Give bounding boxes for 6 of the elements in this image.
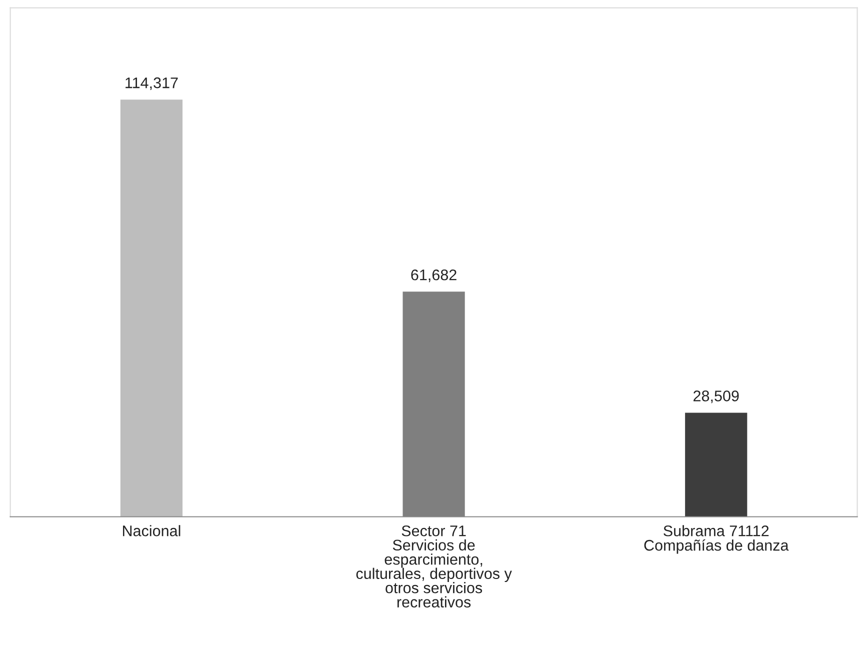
x-tick-label: Nacional	[123, 525, 180, 536]
data-label: 61,682	[411, 269, 456, 282]
x-tick-label: Subrama 71112 Compañías de danza	[644, 525, 789, 554]
x-tick-label: Sector 71 Servicios de esparcimiento, culturales, deportivos y otros servicios recreativos	[356, 525, 512, 608]
data-label: 114,317	[126, 77, 178, 90]
data-label: 28,509	[694, 390, 739, 404]
